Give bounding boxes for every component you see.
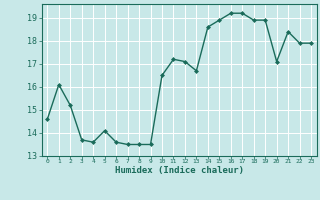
X-axis label: Humidex (Indice chaleur): Humidex (Indice chaleur) [115,166,244,175]
